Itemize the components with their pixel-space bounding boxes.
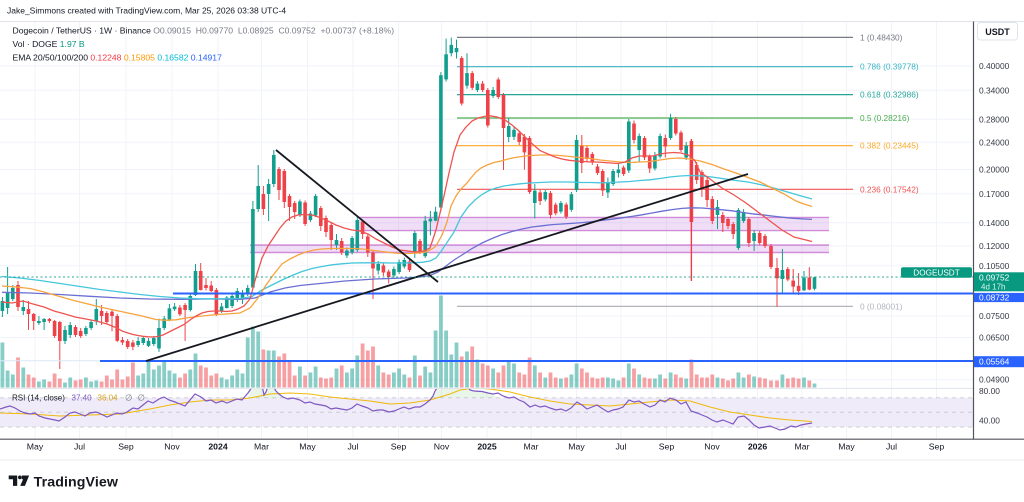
svg-text:0.09752: 0.09752 <box>979 272 1010 282</box>
svg-text:DOGEUSDT: DOGEUSDT <box>913 268 959 277</box>
svg-text:0.10500: 0.10500 <box>979 261 1010 271</box>
svg-text:Jul: Jul <box>74 442 85 452</box>
svg-text:Nov: Nov <box>704 442 720 452</box>
svg-text:0.17000: 0.17000 <box>979 189 1010 199</box>
svg-text:Mar: Mar <box>795 442 810 452</box>
svg-text:RSI (14, close): RSI (14, close) <box>12 394 65 403</box>
svg-text:37.40: 37.40 <box>72 394 93 403</box>
svg-text:2026: 2026 <box>748 442 767 452</box>
svg-text:Jul: Jul <box>347 442 358 452</box>
svg-text:Dogecoin / TetherUS · 1W · Bin: Dogecoin / TetherUS · 1W · Binance O0.09… <box>13 26 395 36</box>
svg-text:4d 17h: 4d 17h <box>981 282 1005 291</box>
svg-text:0.40000: 0.40000 <box>979 61 1010 71</box>
svg-text:0.24000: 0.24000 <box>979 137 1010 147</box>
svg-text:0.786 (0.39778): 0.786 (0.39778) <box>860 62 919 72</box>
svg-text:∅: ∅ <box>138 393 146 403</box>
svg-text:Sep: Sep <box>118 442 134 452</box>
svg-text:EMA 20/50/100/200 0.12248 0.15: EMA 20/50/100/200 0.12248 0.15805 0.1658… <box>13 53 223 63</box>
svg-text:USDT: USDT <box>985 27 1010 37</box>
svg-text:Vol · DOGE 1.97 B: Vol · DOGE 1.97 B <box>13 39 85 49</box>
svg-text:∅: ∅ <box>125 393 133 403</box>
svg-text:Nov: Nov <box>164 442 180 452</box>
svg-text:May: May <box>568 442 585 452</box>
svg-text:May: May <box>299 442 316 452</box>
svg-text:0.08732: 0.08732 <box>979 292 1010 302</box>
svg-text:0.236 (0.17542): 0.236 (0.17542) <box>860 184 919 194</box>
svg-text:0.06500: 0.06500 <box>979 333 1010 343</box>
svg-text:0 (0.08001): 0 (0.08001) <box>860 301 903 311</box>
svg-text:May: May <box>838 442 855 452</box>
svg-text:0.28000: 0.28000 <box>979 114 1010 124</box>
svg-text:Jake_Simmons created with Trad: Jake_Simmons created with TradingView.co… <box>7 6 286 16</box>
svg-text:Nov: Nov <box>434 442 450 452</box>
svg-text:Sep: Sep <box>391 442 407 452</box>
svg-text:36.04: 36.04 <box>98 394 119 403</box>
svg-text:0.618 (0.32986): 0.618 (0.32986) <box>860 90 919 100</box>
svg-text:0.07500: 0.07500 <box>979 311 1010 321</box>
svg-text:0.5 (0.28216): 0.5 (0.28216) <box>860 113 910 123</box>
svg-text:Sep: Sep <box>659 442 675 452</box>
svg-text:80.00: 80.00 <box>979 386 1000 396</box>
svg-text:Jul: Jul <box>615 442 626 452</box>
svg-text:0.34000: 0.34000 <box>979 85 1010 95</box>
svg-text:2025: 2025 <box>477 442 496 452</box>
svg-text:0.04900: 0.04900 <box>979 375 1010 385</box>
svg-text:2024: 2024 <box>208 442 227 452</box>
svg-text:Jul: Jul <box>886 442 897 452</box>
svg-text:Mar: Mar <box>254 442 269 452</box>
svg-text:0.05564: 0.05564 <box>979 357 1010 367</box>
svg-text:May: May <box>27 442 44 452</box>
svg-text:0.14000: 0.14000 <box>979 218 1010 228</box>
svg-text:0.12000: 0.12000 <box>979 241 1010 251</box>
svg-text:0.20000: 0.20000 <box>979 165 1010 175</box>
svg-text:Mar: Mar <box>524 442 539 452</box>
svg-text:Sep: Sep <box>929 442 945 452</box>
svg-text:1 (0.48430): 1 (0.48430) <box>860 32 903 42</box>
svg-text:0.382 (0.23445): 0.382 (0.23445) <box>860 141 919 151</box>
svg-text:TradingView: TradingView <box>34 474 119 490</box>
svg-text:40.00: 40.00 <box>979 415 1000 425</box>
